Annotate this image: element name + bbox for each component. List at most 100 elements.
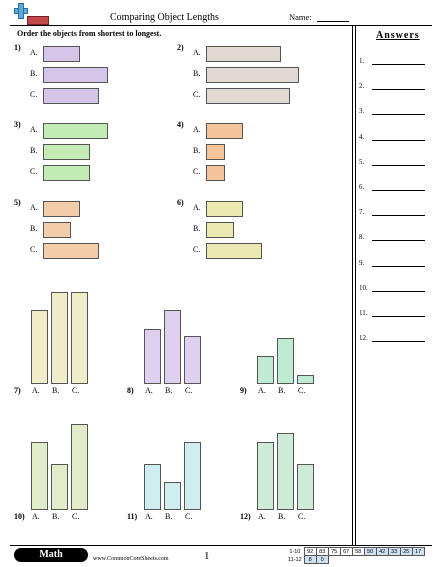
item-label: C. — [72, 386, 80, 395]
worksheet-title: Comparing Object Lengths — [110, 12, 219, 23]
score-cell: 92 — [303, 547, 317, 556]
score-row: 1-10 92 83 75 67 58 50 42 33 25 17 — [287, 547, 425, 556]
problem-number: 9) — [240, 386, 247, 395]
item-label: A. — [32, 386, 40, 395]
score-cell: 0 — [315, 555, 329, 564]
answer-number: 1. — [359, 57, 365, 65]
item-label: C. — [72, 512, 80, 521]
object-bar — [43, 243, 99, 259]
item-label: A. — [193, 125, 201, 134]
object-bar — [206, 165, 225, 181]
score-cell: 33 — [387, 547, 401, 556]
item-label: A. — [258, 512, 266, 521]
answer-line[interactable] — [372, 290, 425, 292]
instructions: Order the objects from shortest to longe… — [17, 29, 162, 38]
answer-line[interactable] — [372, 164, 425, 166]
score-cell: 50 — [363, 547, 377, 556]
score-cell: 8 — [303, 555, 317, 564]
object-bar — [144, 329, 161, 384]
item-label: B. — [278, 512, 286, 521]
object-bar — [164, 482, 181, 510]
answers-divider — [352, 26, 353, 545]
item-label: B. — [165, 386, 173, 395]
item-label: B. — [52, 512, 60, 521]
object-bar — [184, 442, 201, 510]
score-cell: 58 — [351, 547, 365, 556]
object-bar — [43, 144, 90, 160]
answer-number: 8. — [359, 233, 365, 242]
item-label: C. — [30, 245, 38, 254]
object-bar — [164, 310, 181, 384]
item-label: B. — [30, 69, 38, 78]
score-row: 11-12 8 0 — [287, 555, 424, 564]
footer-divider — [10, 545, 432, 546]
object-bar — [51, 464, 68, 510]
score-range: 11-12 — [288, 556, 302, 563]
answer-line[interactable] — [372, 89, 425, 91]
object-bar — [277, 338, 294, 384]
answer-line[interactable] — [372, 190, 425, 191]
answer-number: 7. — [359, 208, 365, 217]
name-label: Name: — [289, 12, 312, 22]
object-bar — [257, 442, 274, 510]
object-bar — [206, 243, 262, 259]
item-label: A. — [258, 386, 266, 395]
item-label: B. — [52, 386, 60, 395]
object-bar — [43, 88, 99, 104]
object-bar — [43, 201, 80, 217]
answer-line[interactable] — [372, 240, 425, 242]
problem-number: 6) — [177, 198, 184, 207]
answer-line[interactable] — [372, 114, 425, 116]
answer-line[interactable] — [372, 139, 425, 141]
object-bar — [144, 464, 161, 510]
problem-number: 5) — [14, 198, 21, 207]
score-cell: 17 — [411, 547, 425, 556]
object-bar — [43, 165, 90, 181]
answer-line[interactable] — [372, 316, 425, 317]
answer-number: 10. — [359, 283, 368, 292]
item-label: A. — [193, 203, 201, 212]
item-label: A. — [30, 203, 38, 212]
object-bar — [206, 201, 243, 217]
score-cell: 75 — [327, 547, 341, 556]
answer-number: 9. — [359, 258, 365, 267]
answers-divider-inner — [355, 26, 356, 545]
answer-line[interactable] — [372, 64, 425, 65]
score-cell: 67 — [339, 547, 353, 556]
object-bar — [184, 336, 201, 384]
problem-number: 4) — [177, 120, 184, 129]
object-bar — [206, 46, 281, 62]
item-label: A. — [30, 48, 38, 57]
object-bar — [206, 144, 225, 160]
problem-number: 3) — [14, 120, 21, 129]
problem-number: 2) — [177, 43, 184, 52]
answers-title: Answers — [376, 30, 420, 41]
problem-number: 8) — [127, 386, 134, 395]
object-bar — [206, 88, 290, 104]
object-bar — [31, 442, 48, 510]
answer-line[interactable] — [372, 341, 425, 343]
item-label: C. — [298, 512, 306, 521]
answer-line[interactable] — [372, 265, 425, 267]
name-field-line[interactable] — [317, 21, 349, 22]
object-bar — [297, 464, 314, 510]
answer-number: 5. — [359, 157, 365, 166]
item-label: C. — [193, 245, 201, 254]
header-divider — [10, 25, 432, 26]
logo-icon — [27, 16, 49, 25]
item-label: B. — [278, 386, 286, 395]
score-cell: 83 — [315, 547, 329, 556]
item-label: B. — [193, 69, 201, 78]
object-bar — [43, 67, 108, 83]
answer-number: 6. — [359, 183, 365, 191]
website-url: www.CommonCoreSheets.com — [93, 556, 169, 562]
score-cell: 42 — [375, 547, 389, 556]
object-bar — [71, 424, 88, 510]
subject-badge: Math — [14, 548, 88, 562]
answer-line[interactable] — [372, 215, 425, 217]
item-label: B. — [30, 146, 38, 155]
logo-plus-vertical-icon — [18, 3, 24, 19]
score-range: 1-10 — [289, 548, 301, 555]
item-label: A. — [145, 386, 153, 395]
object-bar — [43, 222, 71, 238]
